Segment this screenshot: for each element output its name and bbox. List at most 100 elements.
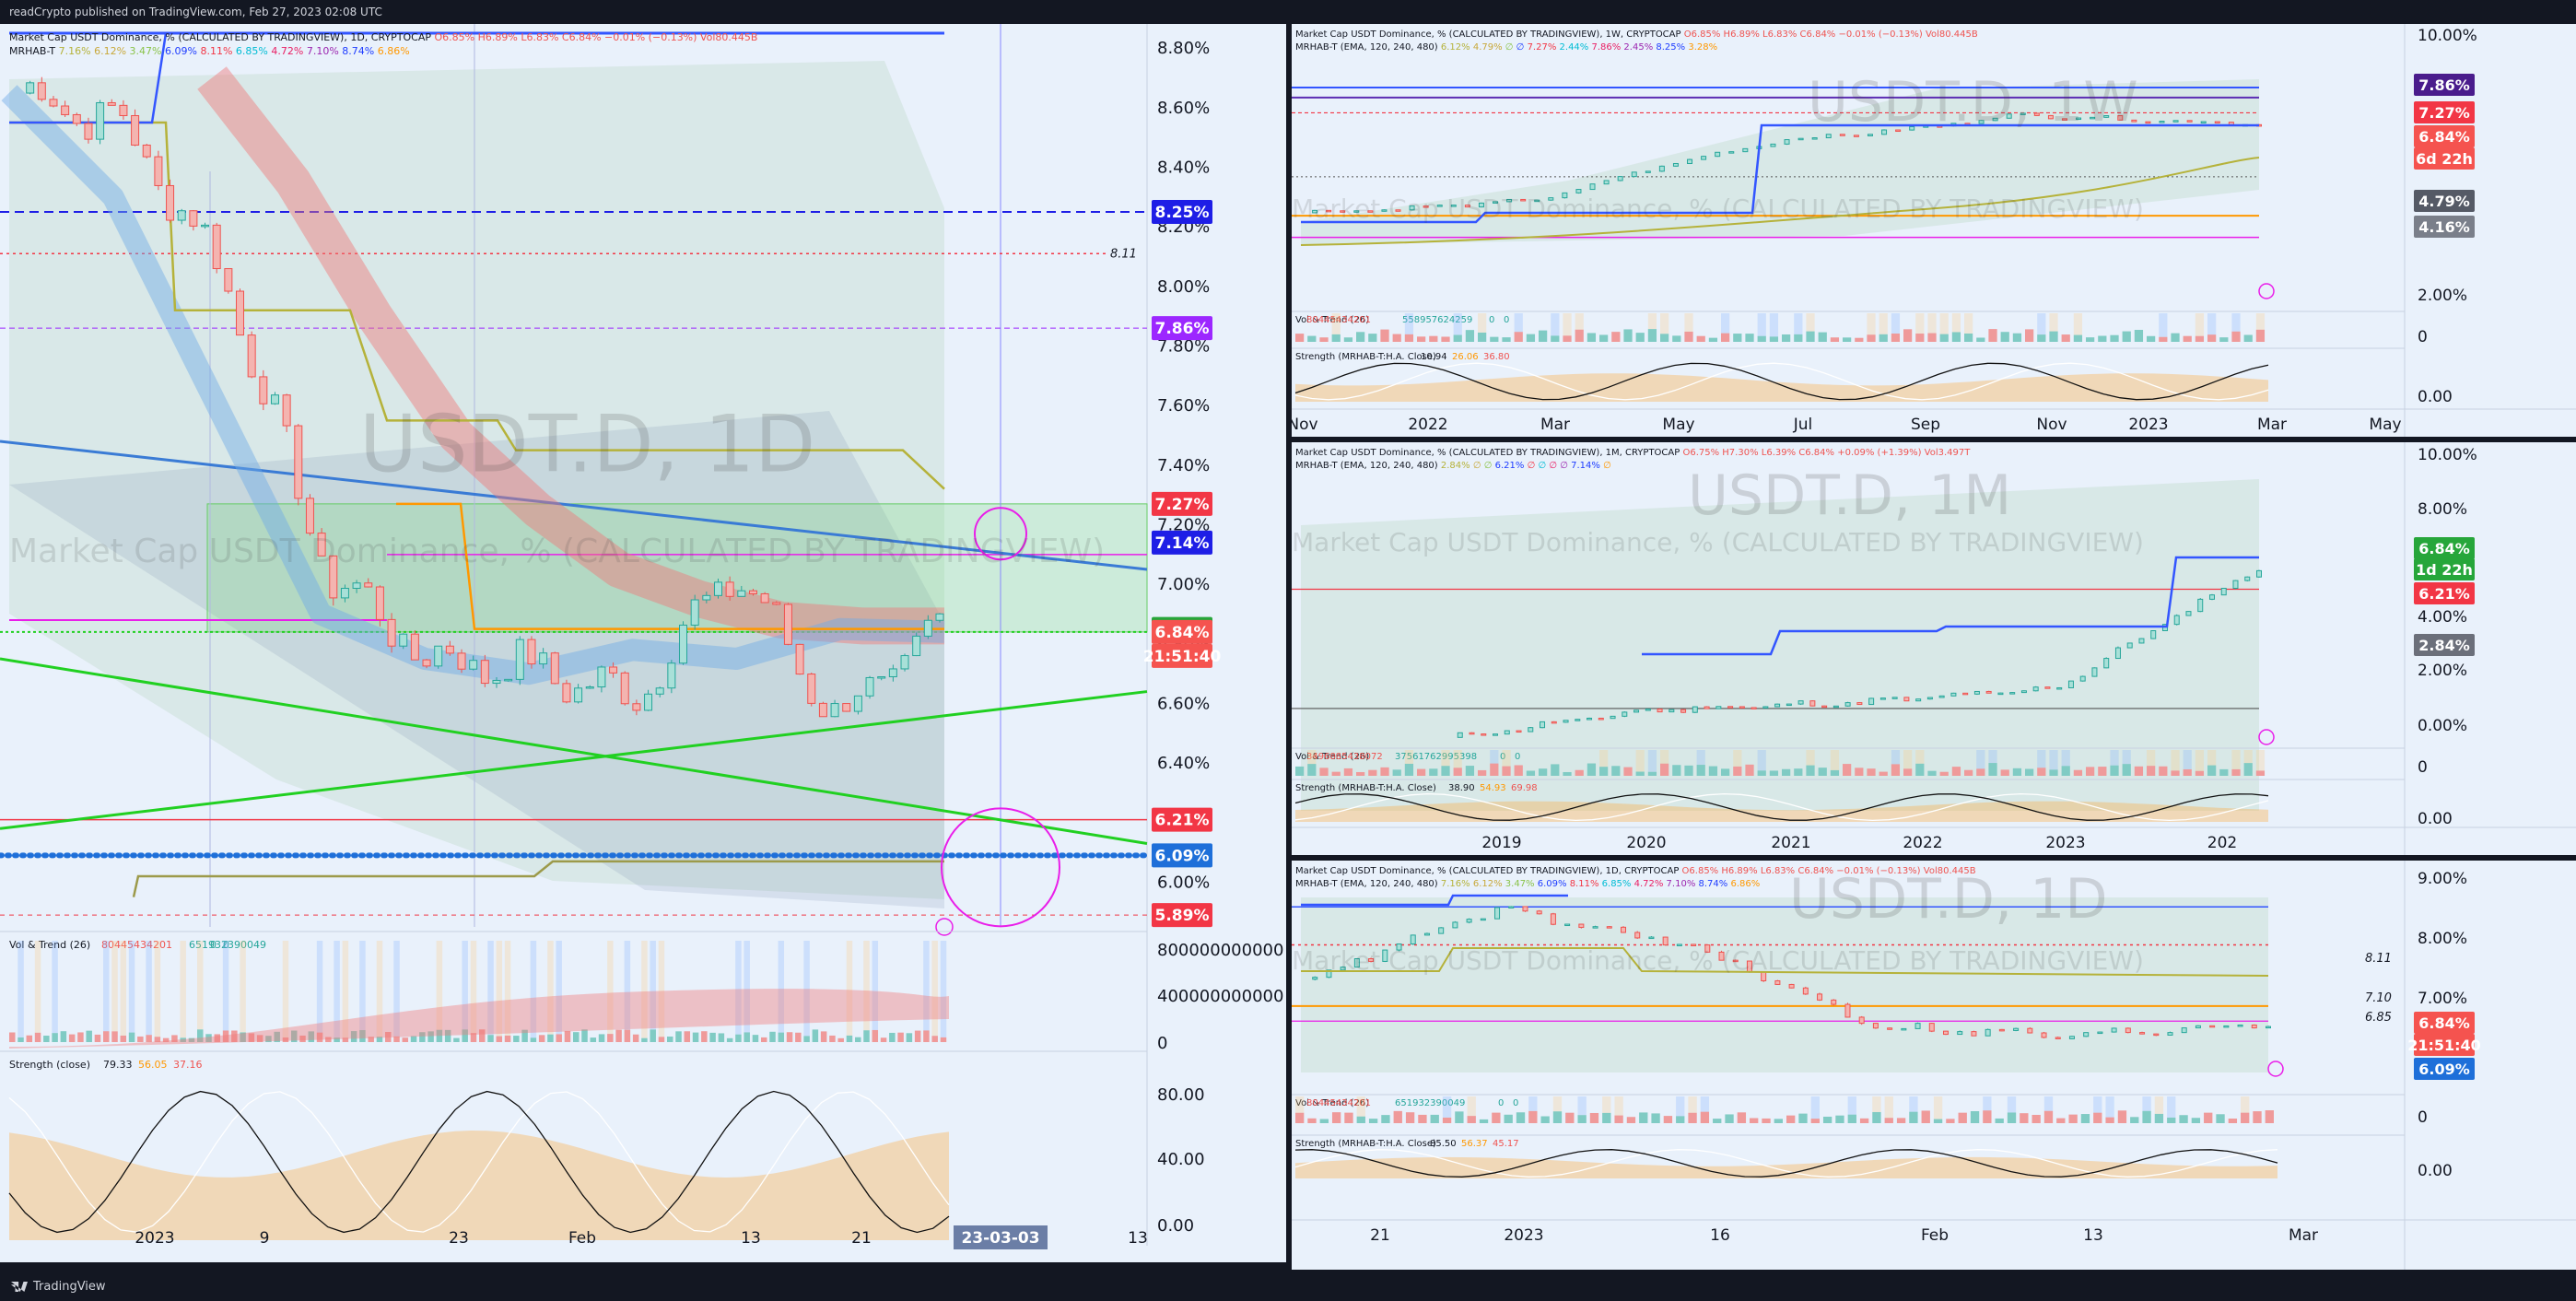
vol3-vol-bar <box>1516 1112 1526 1123</box>
candle <box>1742 147 1749 153</box>
vol1-vol-bar <box>1794 334 1803 342</box>
candle <box>1669 709 1675 713</box>
candle <box>1494 907 1501 920</box>
vol1-vol-bar <box>1490 336 1499 342</box>
candle <box>2103 658 2110 669</box>
tradingview-brand[interactable]: TradingView <box>11 1280 106 1294</box>
vol2-vol-bar <box>1988 763 1997 776</box>
legend-value: −0.01% (−0.13%) <box>1833 866 1921 876</box>
legend-indicator: MRHAB-T (EMA, 120, 240, 480) 7.16% 6.12%… <box>1295 879 1760 889</box>
main-candle <box>480 660 489 685</box>
main-candle <box>702 594 711 601</box>
main-candle <box>26 82 35 94</box>
vol1-vol-bar <box>1563 335 1572 342</box>
price-badge-bg <box>1152 491 1212 516</box>
daily2-chart-panel[interactable]: USDT.D, 1D Market Cap USDT Dominance, % (… <box>1292 861 2576 1270</box>
weekly-chart-panel[interactable]: USDT.D, 1W Market Cap USDT Dominance, % (… <box>1292 24 2576 437</box>
main-candle <box>410 633 419 661</box>
vol-title: Vol & Trend (26) <box>1295 752 1369 762</box>
main-vol-bg <box>120 941 127 1036</box>
vol1-vol-bar <box>2195 335 2205 342</box>
vol2-vol-bg <box>1806 750 1815 766</box>
candle <box>1657 709 1663 713</box>
main-vol-bar <box>359 1030 366 1042</box>
vol-value: 0 <box>1489 315 1494 325</box>
vol2-vol-bar <box>1563 771 1572 776</box>
str-value: 54.93 <box>1480 783 1506 793</box>
candle <box>1382 949 1388 962</box>
main-chart-svg[interactable]: 8.11 USDT.D, 1D Market Cap USDT Dominance,… <box>0 24 1286 1262</box>
main-vol-bg <box>778 941 785 1033</box>
candle <box>1809 700 1816 707</box>
main-vol-bg <box>154 941 161 1037</box>
main-candle <box>900 655 909 670</box>
watermark-ticker: USDT.D, 1D <box>1789 867 2108 932</box>
legend-indicator-value: 8.74% <box>1695 879 1727 889</box>
candle <box>1844 702 1851 707</box>
vol2-vol-bg <box>1502 750 1511 767</box>
vol-value: 80445434201 <box>1306 1098 1371 1108</box>
main-vol-bar <box>410 1036 417 1042</box>
vol3-vol-bar <box>1933 1119 1943 1123</box>
vol3-vol-bar <box>1859 1118 1869 1123</box>
candle <box>1914 1023 1921 1029</box>
vol2-vol-bar <box>2231 768 2241 776</box>
monthly-chart-panel[interactable]: USDT.D, 1M Market Cap USDT Dominance, % (… <box>1292 442 2576 855</box>
vol3-vol-bar <box>1589 1112 1599 1123</box>
watermark-ticker: USDT.D, 1W <box>1808 70 2138 135</box>
main-vol-bar <box>26 1035 33 1042</box>
weekly-chart-svg[interactable]: USDT.D, 1W Market Cap USDT Dominance, % (… <box>1292 24 2576 437</box>
daily2-chart-svg[interactable]: USDT.D, 1D Market Cap USDT Dominance, % (… <box>1292 861 2576 1270</box>
main-vol-bar <box>111 1031 118 1042</box>
main-vol-bg <box>530 941 537 1038</box>
vol3-vol-bar <box>1663 1116 1673 1123</box>
time-tick-label: 2022 <box>1903 834 1942 852</box>
candle <box>1340 967 1346 971</box>
price-badge: 6.84% <box>1155 624 1210 642</box>
watermark-description: Market Cap USDT Dominance, % (CALCULATED… <box>9 533 1105 570</box>
vol3-vol-bar <box>2068 1114 2078 1123</box>
vol1-vol-bg <box>1891 313 1901 334</box>
vol3-vol-bg <box>1872 1096 1881 1112</box>
vol1-vol-bar <box>2159 336 2168 342</box>
legend-indicator-value: 4.72% <box>268 45 303 57</box>
main-vol-bg <box>34 941 41 1033</box>
indicator-line <box>1301 123 2259 224</box>
vol2-vol-bg <box>2122 750 2131 765</box>
vol1-vol-bar <box>1539 330 1548 342</box>
legend-indicator-value: 6.12% <box>91 45 126 57</box>
vol1-vol-bg <box>1951 313 1961 333</box>
candle <box>1704 944 1711 953</box>
main-vol-bar <box>146 1035 152 1042</box>
vol2-vol-bar <box>1539 768 1548 776</box>
main-candle <box>644 693 653 711</box>
main-chart-panel[interactable]: 8.11 USDT.D, 1D Market Cap USDT Dominance,… <box>0 24 1286 1262</box>
main-vol-bar <box>564 1030 571 1042</box>
legend-value: Vol80.445B <box>1923 29 1978 40</box>
vol1-vol-bar <box>1392 334 1401 342</box>
ema-ribbon-red <box>197 66 944 645</box>
main-candle <box>585 686 594 689</box>
candle <box>1797 700 1804 705</box>
main-candle <box>795 643 804 675</box>
vol1-vol-bar <box>1502 337 1511 342</box>
vol3-vol-bar <box>2179 1115 2188 1123</box>
vol1-vol-bar <box>2061 334 2070 342</box>
alert-icon <box>2258 283 2275 299</box>
price-badge-bg <box>1152 643 1212 668</box>
vol2-vol-bar <box>1514 765 1523 776</box>
candle <box>1774 979 1781 985</box>
main-vol-bg <box>940 941 947 1037</box>
vol1-vol-bar <box>1782 334 1791 342</box>
candle <box>2232 580 2239 589</box>
price-badge-bg <box>2414 582 2475 604</box>
str1-str-area <box>1295 373 2268 402</box>
vol-value: 651932390049 <box>1395 1098 1465 1108</box>
main-candle <box>445 645 454 654</box>
vol2-vol-bar <box>1964 769 1973 776</box>
price-tick-label: 10.00% <box>2418 446 2477 464</box>
legend-value: Market Cap USDT Dominance, % (CALCULATED… <box>1295 448 1680 458</box>
str-value: 38.90 <box>1448 783 1475 793</box>
price-tick-label: 7.00% <box>1157 575 1210 594</box>
